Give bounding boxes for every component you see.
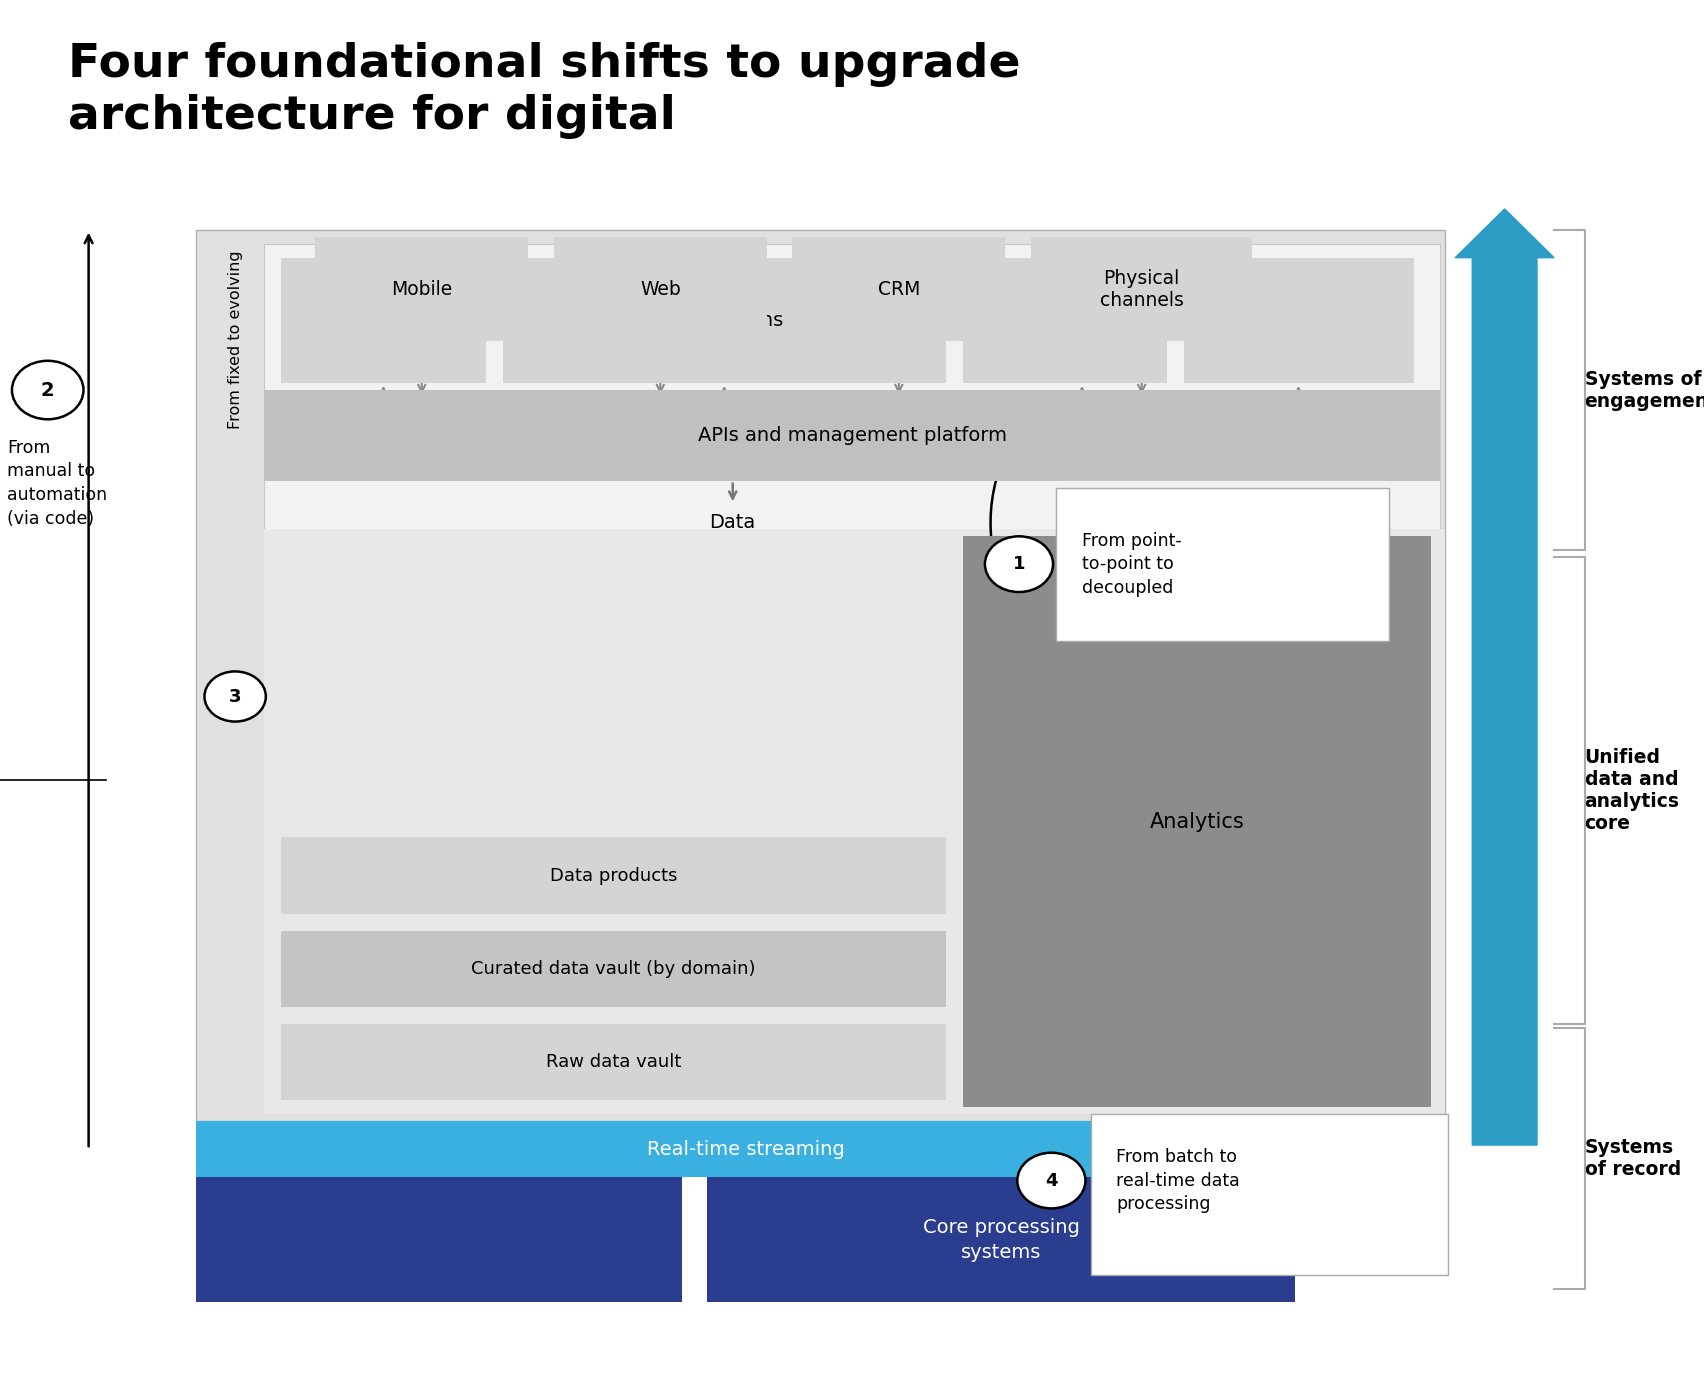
Bar bbox=[554, 237, 767, 341]
Text: Curated data vault (by domain): Curated data vault (by domain) bbox=[472, 960, 755, 978]
Bar bbox=[196, 230, 1445, 1121]
Bar bbox=[281, 1024, 946, 1100]
Text: From
manual to
automation
(via code): From manual to automation (via code) bbox=[7, 439, 107, 528]
Text: Data: Data bbox=[709, 513, 757, 532]
Bar bbox=[707, 1177, 1295, 1302]
Text: Raw data vault: Raw data vault bbox=[545, 1053, 682, 1071]
Bar bbox=[503, 258, 946, 383]
Bar bbox=[264, 390, 1440, 481]
Bar bbox=[792, 237, 1005, 341]
Bar bbox=[281, 258, 486, 383]
Bar bbox=[264, 529, 1445, 1114]
Text: Real-time streaming: Real-time streaming bbox=[646, 1139, 845, 1159]
Circle shape bbox=[204, 671, 266, 722]
Bar bbox=[281, 931, 946, 1007]
Bar bbox=[281, 837, 946, 914]
Text: Four foundational shifts to upgrade
architecture for digital: Four foundational shifts to upgrade arch… bbox=[68, 42, 1021, 139]
Bar bbox=[196, 1177, 682, 1302]
Text: Analytics: Analytics bbox=[1150, 812, 1244, 832]
Text: CRM: CRM bbox=[878, 280, 920, 298]
Circle shape bbox=[12, 361, 83, 419]
Text: Unified
data and
analytics
core: Unified data and analytics core bbox=[1585, 748, 1680, 833]
Text: APIs and management platform: APIs and management platform bbox=[697, 426, 1007, 444]
Bar bbox=[1091, 1114, 1448, 1275]
Text: Systems
of record: Systems of record bbox=[1585, 1138, 1680, 1178]
Text: Physical
channels: Physical channels bbox=[1099, 269, 1184, 309]
Bar bbox=[1031, 237, 1252, 341]
Text: 2: 2 bbox=[41, 380, 55, 400]
Text: Systems of
engagement: Systems of engagement bbox=[1585, 369, 1704, 411]
Text: 1: 1 bbox=[1012, 556, 1026, 573]
Text: 4: 4 bbox=[1045, 1172, 1058, 1190]
Text: Web: Web bbox=[641, 280, 680, 298]
Circle shape bbox=[985, 536, 1053, 592]
Circle shape bbox=[1017, 1153, 1085, 1208]
Text: 3: 3 bbox=[228, 688, 242, 705]
Bar bbox=[1056, 488, 1389, 641]
Text: Data products: Data products bbox=[550, 866, 676, 885]
Text: From point-
to-point to
decoupled: From point- to-point to decoupled bbox=[1082, 532, 1183, 596]
Bar bbox=[196, 1121, 1295, 1177]
Bar bbox=[315, 237, 528, 341]
Bar bbox=[1184, 258, 1414, 383]
Text: Mobile: Mobile bbox=[392, 280, 452, 298]
Polygon shape bbox=[1455, 209, 1554, 1145]
Text: Applications: Applications bbox=[665, 311, 784, 330]
Bar bbox=[963, 536, 1431, 1107]
Bar bbox=[963, 258, 1167, 383]
Bar bbox=[264, 244, 1440, 592]
Text: From batch to
real-time data
processing: From batch to real-time data processing bbox=[1116, 1148, 1241, 1213]
Text: From fixed to evolving: From fixed to evolving bbox=[228, 251, 242, 429]
Text: Core processing
systems: Core processing systems bbox=[922, 1217, 1080, 1262]
